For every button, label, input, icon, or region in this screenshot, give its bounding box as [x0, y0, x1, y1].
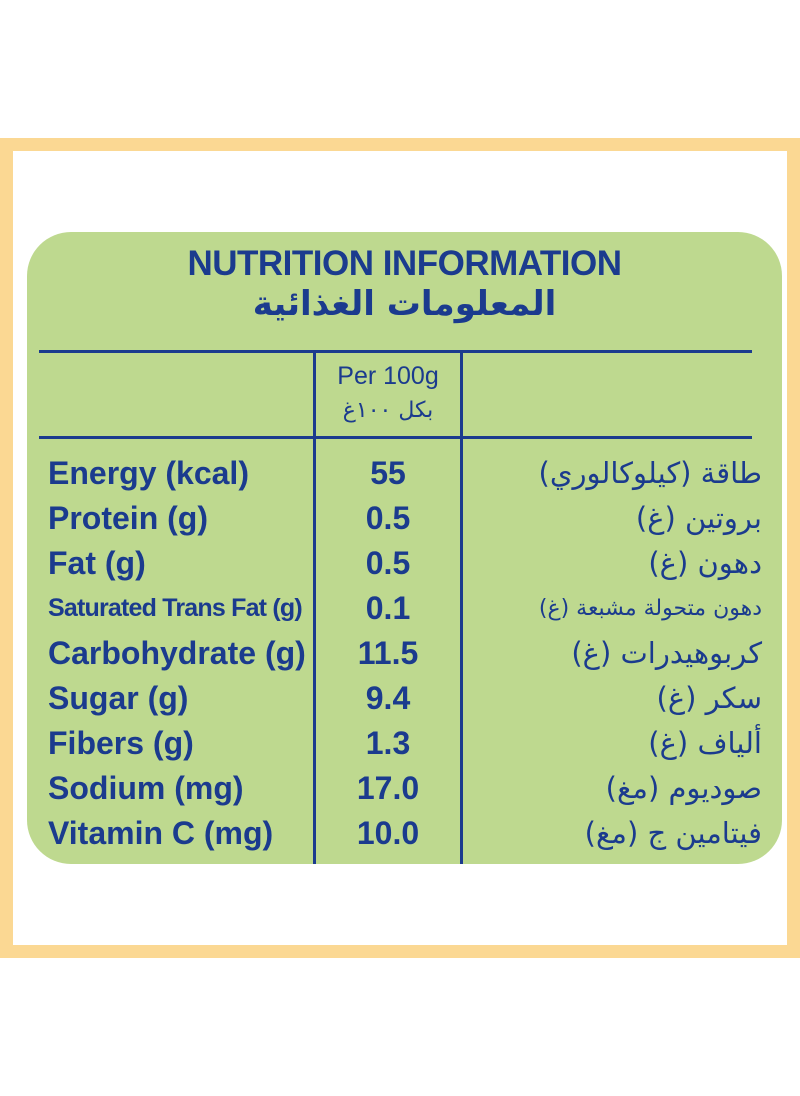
nutrient-value: 1.3 [365, 725, 411, 761]
nutrient-name-arabic: طاقة (كيلوكالوري) [538, 456, 762, 490]
nutrient-name-english: Fibers (g) [48, 725, 194, 761]
table-row: Carbohydrate (g) 11.5 كربوهيدرات (غ) [27, 631, 782, 676]
nutrition-panel: NUTRITION INFORMATION المعلومات الغذائية… [27, 232, 782, 864]
nutrient-value: 0.5 [365, 500, 411, 536]
nutrient-name-english: Protein (g) [48, 500, 208, 536]
column-divider-left [313, 350, 316, 864]
nutrient-name-english: Fat (g) [48, 545, 146, 581]
nutrient-name-arabic: ألياف (غ) [648, 726, 762, 760]
nutrient-name-english: Saturated Trans Fat (g) [48, 594, 303, 622]
nutrient-value: 0.1 [365, 590, 411, 626]
nutrient-value: 0.5 [365, 545, 411, 581]
nutrient-name-arabic: كربوهيدرات (غ) [571, 636, 762, 670]
nutrient-value: 17.0 [356, 770, 420, 806]
nutrient-name-english: Vitamin C (mg) [48, 815, 274, 851]
nutrient-name-arabic: دهون متحولة مشبعة (غ) [538, 596, 762, 621]
nutrient-name-english: Sugar (g) [48, 680, 189, 716]
table-row: Sodium (mg) 17.0 صوديوم (مغ) [27, 766, 782, 811]
table-row: Fibers (g) 1.3 ألياف (غ) [27, 721, 782, 766]
nutrient-name-english: Carbohydrate (g) [48, 635, 306, 671]
table-row: Vitamin C (mg) 10.0 فيتامين ج (مغ) [27, 811, 782, 856]
nutrient-name-english: Energy (kcal) [48, 455, 249, 491]
nutrient-name-english: Sodium (mg) [48, 770, 244, 806]
nutrient-name-arabic: بروتين (غ) [635, 501, 762, 535]
table-row: Sugar (g) 9.4 سكر (غ) [27, 676, 782, 721]
column-header-per-arabic: بكل ١٠٠غ [342, 398, 434, 423]
nutrient-name-arabic: صوديوم (مغ) [605, 771, 762, 805]
table-row: Energy (kcal) 55 طاقة (كيلوكالوري) [27, 451, 782, 496]
table-row: Protein (g) 0.5 بروتين (غ) [27, 496, 782, 541]
header-top-rule [39, 350, 752, 353]
nutrient-name-arabic: دهون (غ) [648, 546, 762, 580]
nutrient-value: 11.5 [357, 635, 419, 671]
nutrient-name-arabic: سكر (غ) [656, 681, 762, 715]
title-arabic: المعلومات الغذائية [252, 284, 557, 324]
column-header-per-english: Per 100g [337, 362, 439, 390]
nutrient-value: 9.4 [365, 680, 411, 716]
nutrient-name-arabic: فيتامين ج (مغ) [584, 816, 762, 850]
title-english: NUTRITION INFORMATION [187, 244, 622, 283]
table-row: Fat (g) 0.5 دهون (غ) [27, 541, 782, 586]
nutrient-value: 10.0 [356, 815, 420, 851]
column-divider-right [460, 350, 463, 864]
header-bottom-rule [39, 436, 752, 439]
nutrient-value: 55 [370, 455, 406, 491]
table-row: Saturated Trans Fat (g) 0.1 دهون متحولة … [27, 586, 782, 631]
